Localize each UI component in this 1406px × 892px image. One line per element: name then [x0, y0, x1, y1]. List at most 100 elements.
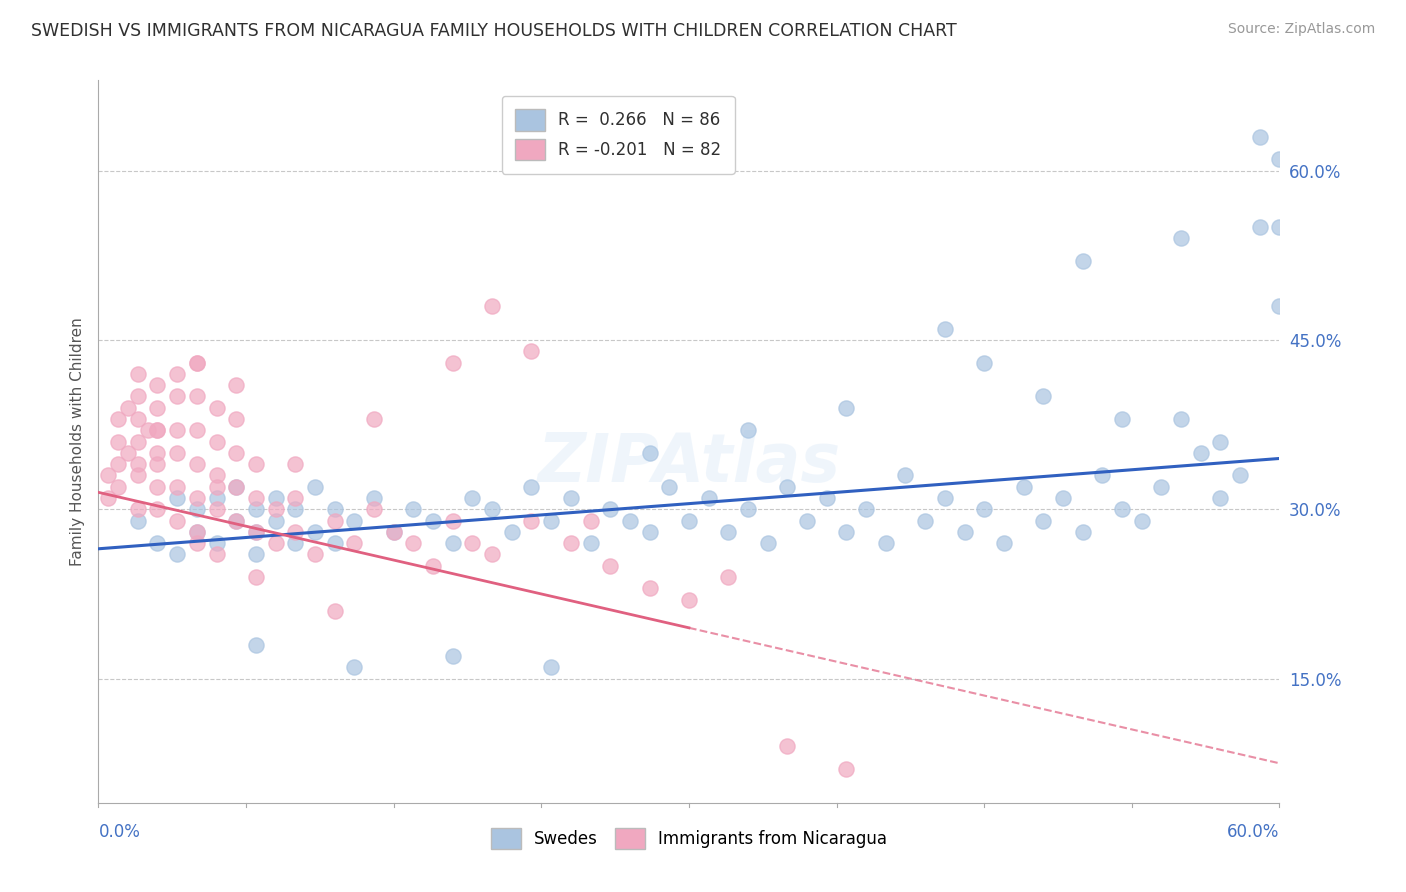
- Point: [1209, 491, 1232, 505]
- Point: [186, 524, 208, 539]
- Point: [205, 434, 228, 449]
- Text: ZIPAtlas: ZIPAtlas: [537, 430, 841, 496]
- Point: [1170, 231, 1192, 245]
- Point: [127, 389, 149, 403]
- Point: [117, 401, 139, 415]
- Point: [323, 502, 346, 516]
- Text: 0.0%: 0.0%: [98, 823, 141, 841]
- Point: [304, 524, 326, 539]
- Point: [1268, 153, 1291, 167]
- Point: [540, 660, 562, 674]
- Point: [1071, 253, 1094, 268]
- Point: [599, 558, 621, 573]
- Point: [815, 491, 838, 505]
- Point: [97, 491, 120, 505]
- Point: [579, 536, 602, 550]
- Point: [402, 536, 425, 550]
- Point: [304, 548, 326, 562]
- Point: [205, 502, 228, 516]
- Point: [1091, 468, 1114, 483]
- Point: [1071, 524, 1094, 539]
- Point: [264, 502, 287, 516]
- Point: [186, 389, 208, 403]
- Point: [422, 558, 444, 573]
- Point: [1012, 480, 1035, 494]
- Point: [678, 592, 700, 607]
- Point: [461, 536, 484, 550]
- Point: [1052, 491, 1074, 505]
- Point: [323, 536, 346, 550]
- Point: [166, 446, 188, 460]
- Point: [225, 480, 247, 494]
- Point: [1130, 514, 1153, 528]
- Point: [186, 423, 208, 437]
- Point: [284, 524, 307, 539]
- Point: [97, 468, 120, 483]
- Point: [619, 514, 641, 528]
- Point: [1268, 220, 1291, 235]
- Point: [225, 480, 247, 494]
- Point: [127, 502, 149, 516]
- Point: [441, 648, 464, 663]
- Point: [1189, 446, 1212, 460]
- Point: [973, 355, 995, 369]
- Point: [422, 514, 444, 528]
- Point: [1032, 389, 1054, 403]
- Point: [166, 548, 188, 562]
- Point: [520, 514, 543, 528]
- Point: [284, 491, 307, 505]
- Point: [993, 536, 1015, 550]
- Point: [146, 378, 169, 392]
- Point: [225, 514, 247, 528]
- Point: [1032, 514, 1054, 528]
- Point: [186, 502, 208, 516]
- Point: [382, 524, 405, 539]
- Point: [520, 344, 543, 359]
- Point: [146, 423, 169, 437]
- Point: [717, 570, 740, 584]
- Point: [1249, 129, 1271, 144]
- Point: [402, 502, 425, 516]
- Point: [382, 524, 405, 539]
- Point: [205, 480, 228, 494]
- Point: [205, 536, 228, 550]
- Point: [560, 536, 582, 550]
- Point: [934, 491, 956, 505]
- Point: [756, 536, 779, 550]
- Point: [441, 536, 464, 550]
- Point: [146, 401, 169, 415]
- Point: [914, 514, 936, 528]
- Point: [638, 446, 661, 460]
- Point: [1111, 412, 1133, 426]
- Point: [127, 514, 149, 528]
- Point: [501, 524, 523, 539]
- Point: [363, 491, 385, 505]
- Text: SWEDISH VS IMMIGRANTS FROM NICARAGUA FAMILY HOUSEHOLDS WITH CHILDREN CORRELATION: SWEDISH VS IMMIGRANTS FROM NICARAGUA FAM…: [31, 22, 956, 40]
- Point: [697, 491, 720, 505]
- Point: [205, 491, 228, 505]
- Point: [166, 367, 188, 381]
- Point: [304, 480, 326, 494]
- Point: [343, 660, 366, 674]
- Point: [186, 457, 208, 471]
- Point: [264, 536, 287, 550]
- Point: [717, 524, 740, 539]
- Point: [1150, 480, 1173, 494]
- Point: [245, 524, 267, 539]
- Point: [737, 423, 759, 437]
- Point: [678, 514, 700, 528]
- Point: [166, 491, 188, 505]
- Point: [540, 514, 562, 528]
- Point: [520, 480, 543, 494]
- Point: [245, 491, 267, 505]
- Point: [953, 524, 976, 539]
- Point: [835, 401, 858, 415]
- Point: [264, 491, 287, 505]
- Point: [245, 457, 267, 471]
- Point: [776, 480, 799, 494]
- Point: [146, 423, 169, 437]
- Point: [481, 502, 503, 516]
- Legend: Swedes, Immigrants from Nicaragua: Swedes, Immigrants from Nicaragua: [484, 822, 894, 856]
- Point: [127, 412, 149, 426]
- Text: Source: ZipAtlas.com: Source: ZipAtlas.com: [1227, 22, 1375, 37]
